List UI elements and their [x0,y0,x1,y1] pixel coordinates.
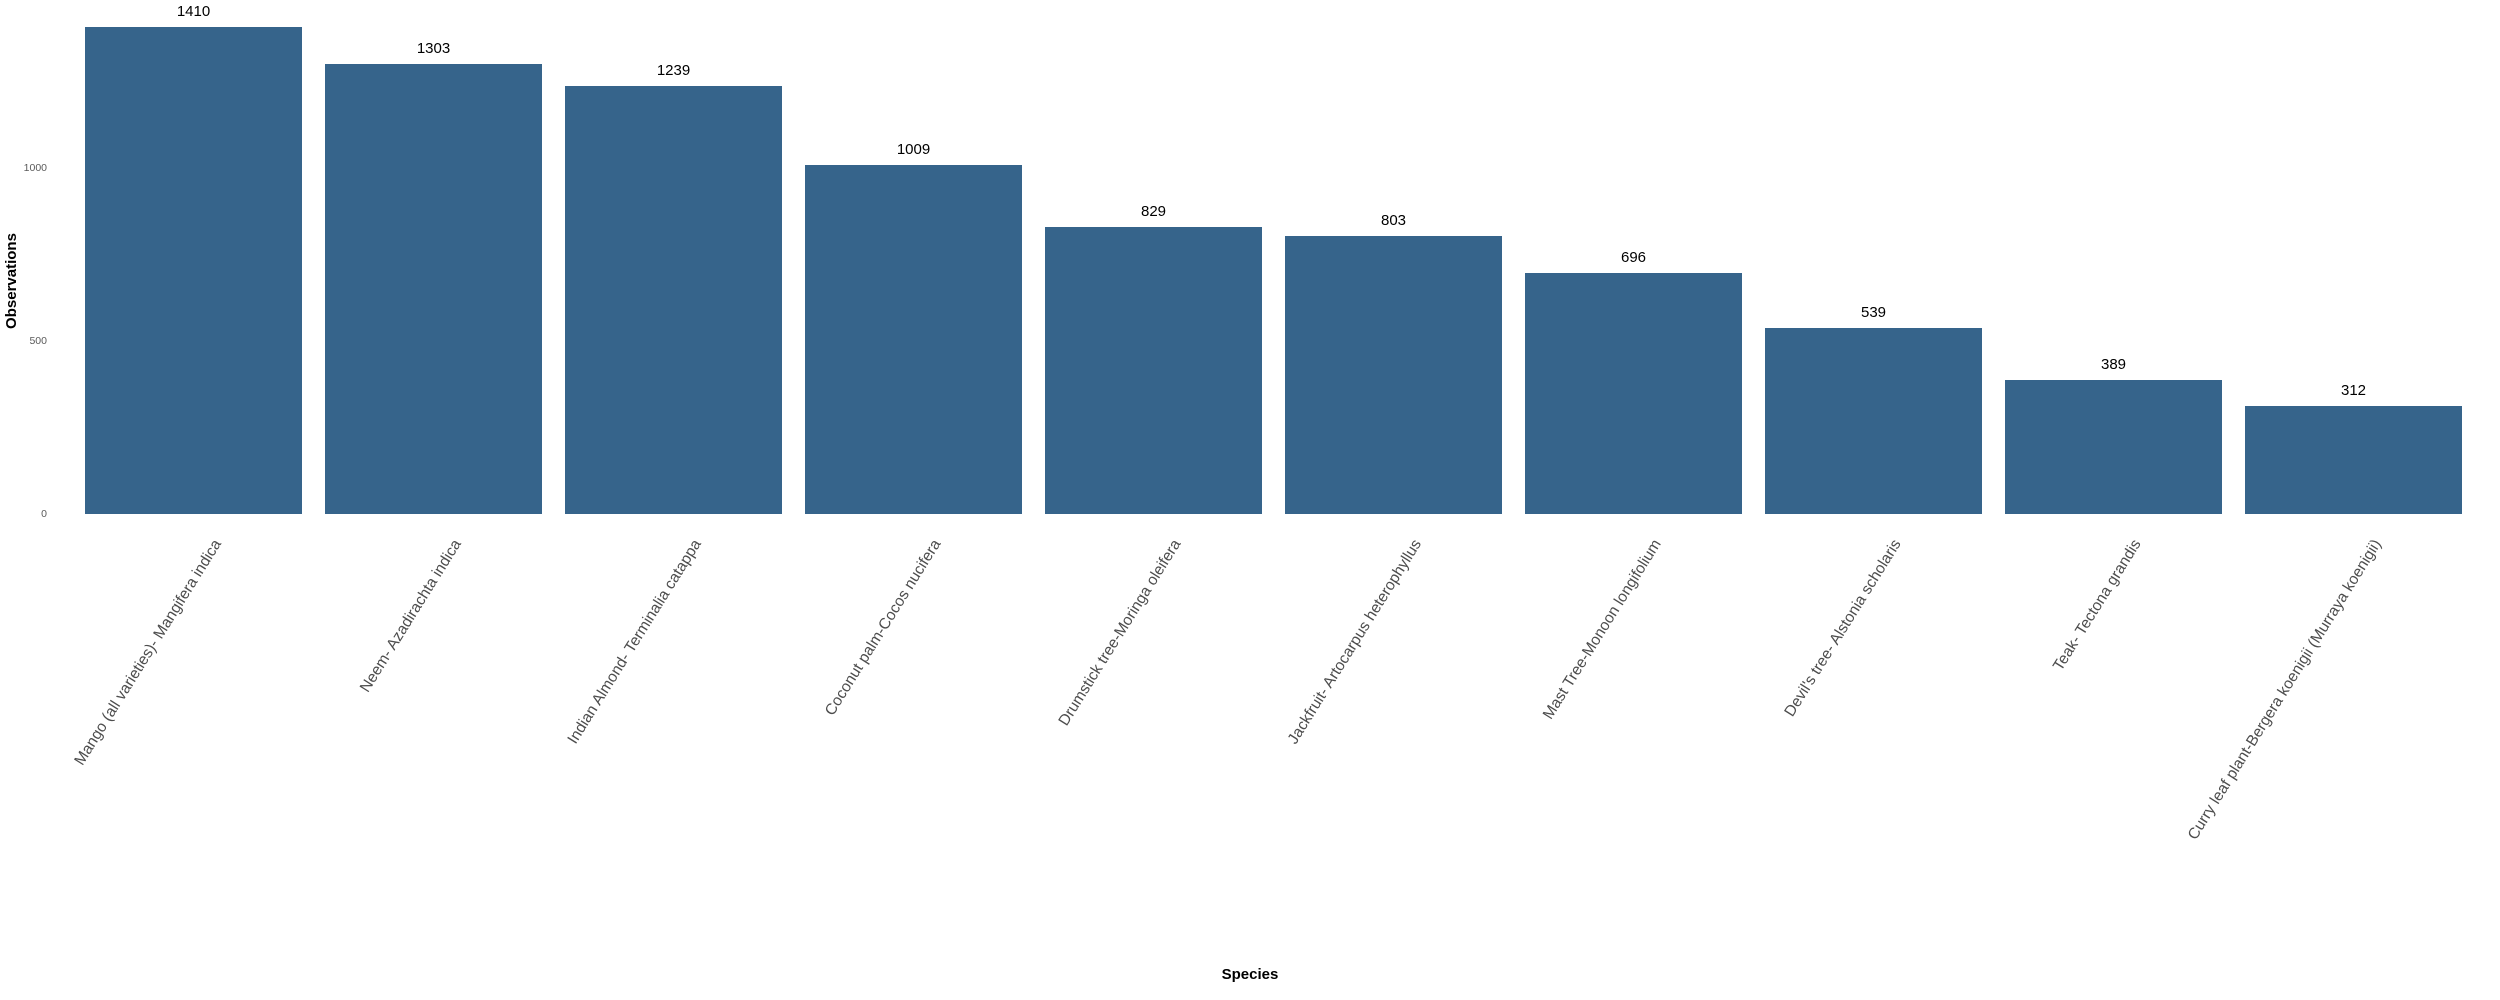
bar [85,27,302,514]
bar-value-label: 312 [2340,382,2367,399]
bar-value-label: 1410 [176,3,211,20]
bar-value-label: 829 [1140,203,1167,220]
x-axis-title: Species [1221,966,1279,983]
x-tick-label: Neem- Azadirachta indica [356,536,465,696]
x-tick-label: Coconut palm-Cocos nucifera [822,536,945,719]
bar-value-label: 1009 [896,141,931,158]
bar [1045,227,1262,514]
x-tick-label: Teak- Tectona grandis [2050,536,2145,674]
bar [325,64,542,514]
x-tick-label: Drumstick tree-Moringa oleifera [1055,536,1185,729]
bar [1285,236,1502,514]
bar-value-label: 696 [1620,249,1647,266]
y-axis-title: Observations [3,233,20,329]
bar [1525,273,1742,514]
x-tick-label: Mango (all varieties)- Mangifera indica [71,536,225,769]
x-tick-label: Jackfruit- Artocarpus heterophyllus [1284,536,1425,748]
x-tick-label: Mast Tree-Monoon longifolium [1539,536,1665,723]
bar-value-label: 389 [2100,356,2127,373]
bar [805,165,1022,514]
x-tick-label: Indian Almond- Terminalia catappa [564,536,705,747]
y-tick-label: 500 [29,335,47,348]
y-tick-label: 1000 [23,162,47,175]
x-tick-label: Devil's tree- Alstonia scholaris [1781,536,1905,720]
bar [2245,406,2462,514]
x-tick-label: Curry leaf plant-Bergera koenigii (Murra… [2184,536,2385,843]
bar-value-label: 1303 [416,40,451,57]
bar [565,86,782,514]
bar [1765,328,1982,514]
y-tick-label: 0 [41,508,47,520]
bar-value-label: 1239 [656,62,691,79]
bar [2005,380,2222,514]
bar-value-label: 539 [1860,304,1887,321]
bar-value-label: 803 [1380,212,1407,229]
